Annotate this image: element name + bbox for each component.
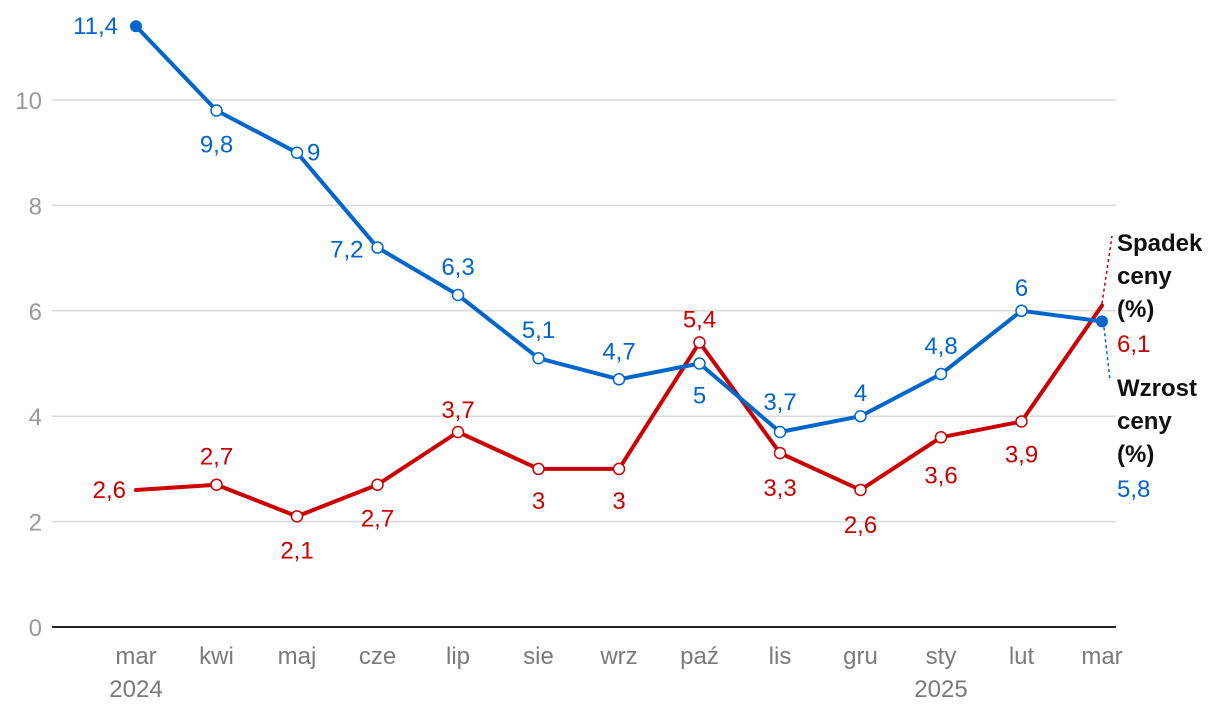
data-label: 4,7	[602, 338, 635, 365]
legend-label-wzrost: ceny	[1117, 408, 1172, 435]
series	[130, 20, 1108, 523]
x-tick-label: mar	[1081, 643, 1122, 670]
y-tick-label: 0	[29, 615, 42, 642]
data-label: 9	[307, 140, 320, 167]
data-point	[130, 20, 142, 33]
data-point	[854, 483, 867, 497]
data-point	[451, 425, 465, 439]
x-tick-label: kwi	[199, 643, 234, 670]
data-point	[773, 446, 787, 460]
x-tick-label: lut	[1009, 643, 1035, 670]
data-point	[612, 373, 626, 386]
x-year-label: 2024	[109, 676, 162, 703]
data-label: 3	[612, 488, 625, 515]
data-label: 2,6	[93, 477, 126, 504]
data-point	[612, 462, 626, 476]
y-tick-label: 6	[29, 299, 42, 326]
data-point	[290, 146, 304, 159]
legend-label-spadek: ceny	[1117, 263, 1172, 290]
x-tick-label: sty	[926, 643, 957, 670]
data-point	[290, 510, 304, 523]
legend-leader-spadek	[1101, 235, 1113, 304]
series-wzrost-ceny	[130, 20, 1108, 439]
x-tick-label: sie	[523, 643, 554, 670]
legend-label-spadek: Spadek	[1117, 230, 1203, 257]
data-label: 11,4	[73, 13, 118, 40]
legend-label-wzrost: Wzrost	[1117, 375, 1197, 402]
data-point	[210, 478, 223, 491]
data-point	[1096, 315, 1108, 328]
x-tick-label: cze	[359, 643, 396, 670]
data-point	[371, 241, 384, 254]
data-point	[934, 367, 948, 381]
legend-leader-wzrost	[1103, 327, 1111, 381]
data-point	[532, 462, 545, 476]
gridlines	[52, 99, 1116, 523]
data-point	[371, 478, 384, 491]
x-tick-label: mar	[115, 643, 156, 670]
x-tick-label: maj	[278, 643, 317, 670]
x-year-label: 2025	[914, 676, 967, 703]
data-label: 5,4	[683, 306, 716, 333]
data-label: 4	[854, 380, 867, 407]
data-label: 3,9	[1005, 441, 1038, 468]
data-label: 9,8	[200, 132, 233, 159]
data-label: 6	[1015, 275, 1028, 302]
data-point	[210, 104, 223, 117]
end-legend: Spadek ceny (%) 6,1 Wzrost ceny (%) 5,8	[1101, 230, 1203, 503]
y-tick-label: 8	[29, 193, 42, 220]
y-tick-label: 10	[15, 88, 42, 115]
data-label: 4,8	[924, 333, 957, 360]
data-labels: 2,6 2,7 2,1 2,7 3,7 3 3 5,4 3,3 2,6 3,6 3,9 11,4 9,8 9…	[73, 13, 1038, 564]
x-tick-label: lis	[769, 643, 792, 670]
x-tick-label: wrz	[599, 643, 637, 670]
data-point	[854, 409, 867, 423]
x-tick-label: lip	[446, 643, 470, 670]
data-label: 2,1	[280, 537, 313, 564]
y-tick-label: 4	[29, 404, 42, 431]
x-tick-label: paź	[680, 643, 719, 670]
data-label: 3,7	[763, 389, 796, 416]
legend-value-wzrost: 5,8	[1117, 476, 1150, 503]
data-point	[693, 357, 706, 370]
data-point	[1015, 415, 1028, 428]
legend-label-spadek: (%)	[1117, 296, 1154, 323]
data-label: 2,6	[844, 512, 877, 539]
data-label: 5	[693, 383, 706, 410]
data-label: 5,1	[522, 317, 555, 344]
data-point	[451, 288, 465, 302]
data-point	[934, 431, 948, 444]
data-point	[773, 425, 787, 439]
data-label: 2,7	[361, 506, 394, 533]
data-label: 3,7	[441, 397, 474, 424]
data-label: 3,6	[924, 462, 957, 489]
legend-value-spadek: 6,1	[1117, 331, 1150, 358]
x-tick-label: gru	[843, 643, 878, 670]
data-label: 3	[532, 488, 545, 515]
series-spadek-ceny	[134, 303, 1104, 523]
data-point	[532, 351, 545, 365]
x-axis-tick-labels: mar kwi maj cze lip sie wrz paź lis gru sty lut mar 2…	[109, 643, 1122, 703]
data-point	[1015, 304, 1028, 318]
data-label: 6,3	[441, 254, 474, 281]
data-label: 2,7	[200, 444, 233, 471]
y-axis-tick-labels: 0 2 4 6 8 10	[15, 88, 42, 642]
y-tick-label: 2	[29, 510, 42, 537]
wzrost-ceny-line	[134, 24, 1104, 435]
data-label: 7,2	[330, 237, 363, 264]
legend-label-wzrost: (%)	[1117, 441, 1154, 468]
data-label: 3,3	[763, 475, 796, 502]
data-point	[693, 336, 706, 349]
